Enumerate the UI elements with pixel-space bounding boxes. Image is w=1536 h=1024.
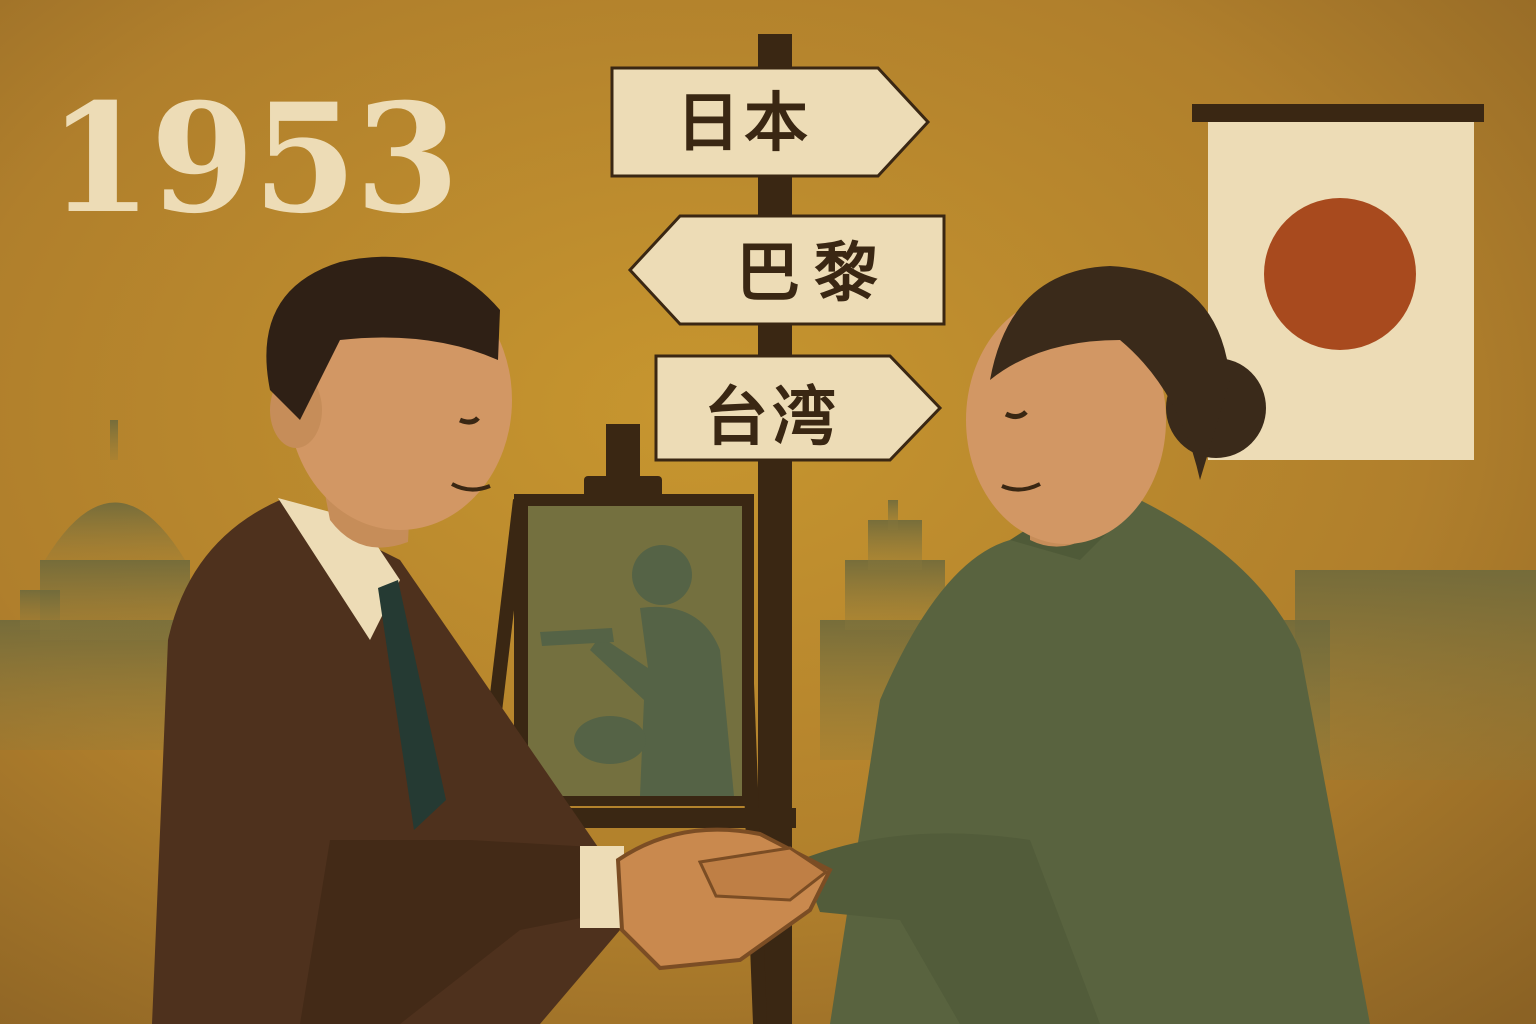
japanese-flag [1192, 104, 1484, 460]
woman-sleeve [800, 833, 1100, 1024]
man-eye [459, 416, 480, 425]
sign-japan [610, 66, 931, 178]
sign-label-taiwan: 台湾 [704, 381, 840, 455]
woman-figure [800, 266, 1370, 1024]
sign-paris [627, 214, 946, 326]
man-mouth [451, 482, 491, 492]
year-title: 1953 [48, 71, 459, 247]
painter-silhouette [540, 545, 734, 796]
sign-taiwan [654, 354, 943, 462]
handshake [615, 827, 833, 971]
woman-mouth [1001, 482, 1041, 492]
man-sleeve [300, 840, 622, 1024]
easel [451, 424, 796, 1024]
flag-rod [1192, 104, 1484, 122]
flag-sun [1264, 198, 1416, 350]
man-figure [152, 256, 624, 1024]
woman-eye [1004, 410, 1028, 420]
man-tie [378, 580, 446, 830]
sign-label-paris: 巴黎 [736, 237, 892, 311]
sign-label-japan: 日本 [676, 87, 812, 161]
man-collar [278, 498, 400, 640]
woman-hair [990, 266, 1230, 480]
man-hair [266, 256, 500, 420]
